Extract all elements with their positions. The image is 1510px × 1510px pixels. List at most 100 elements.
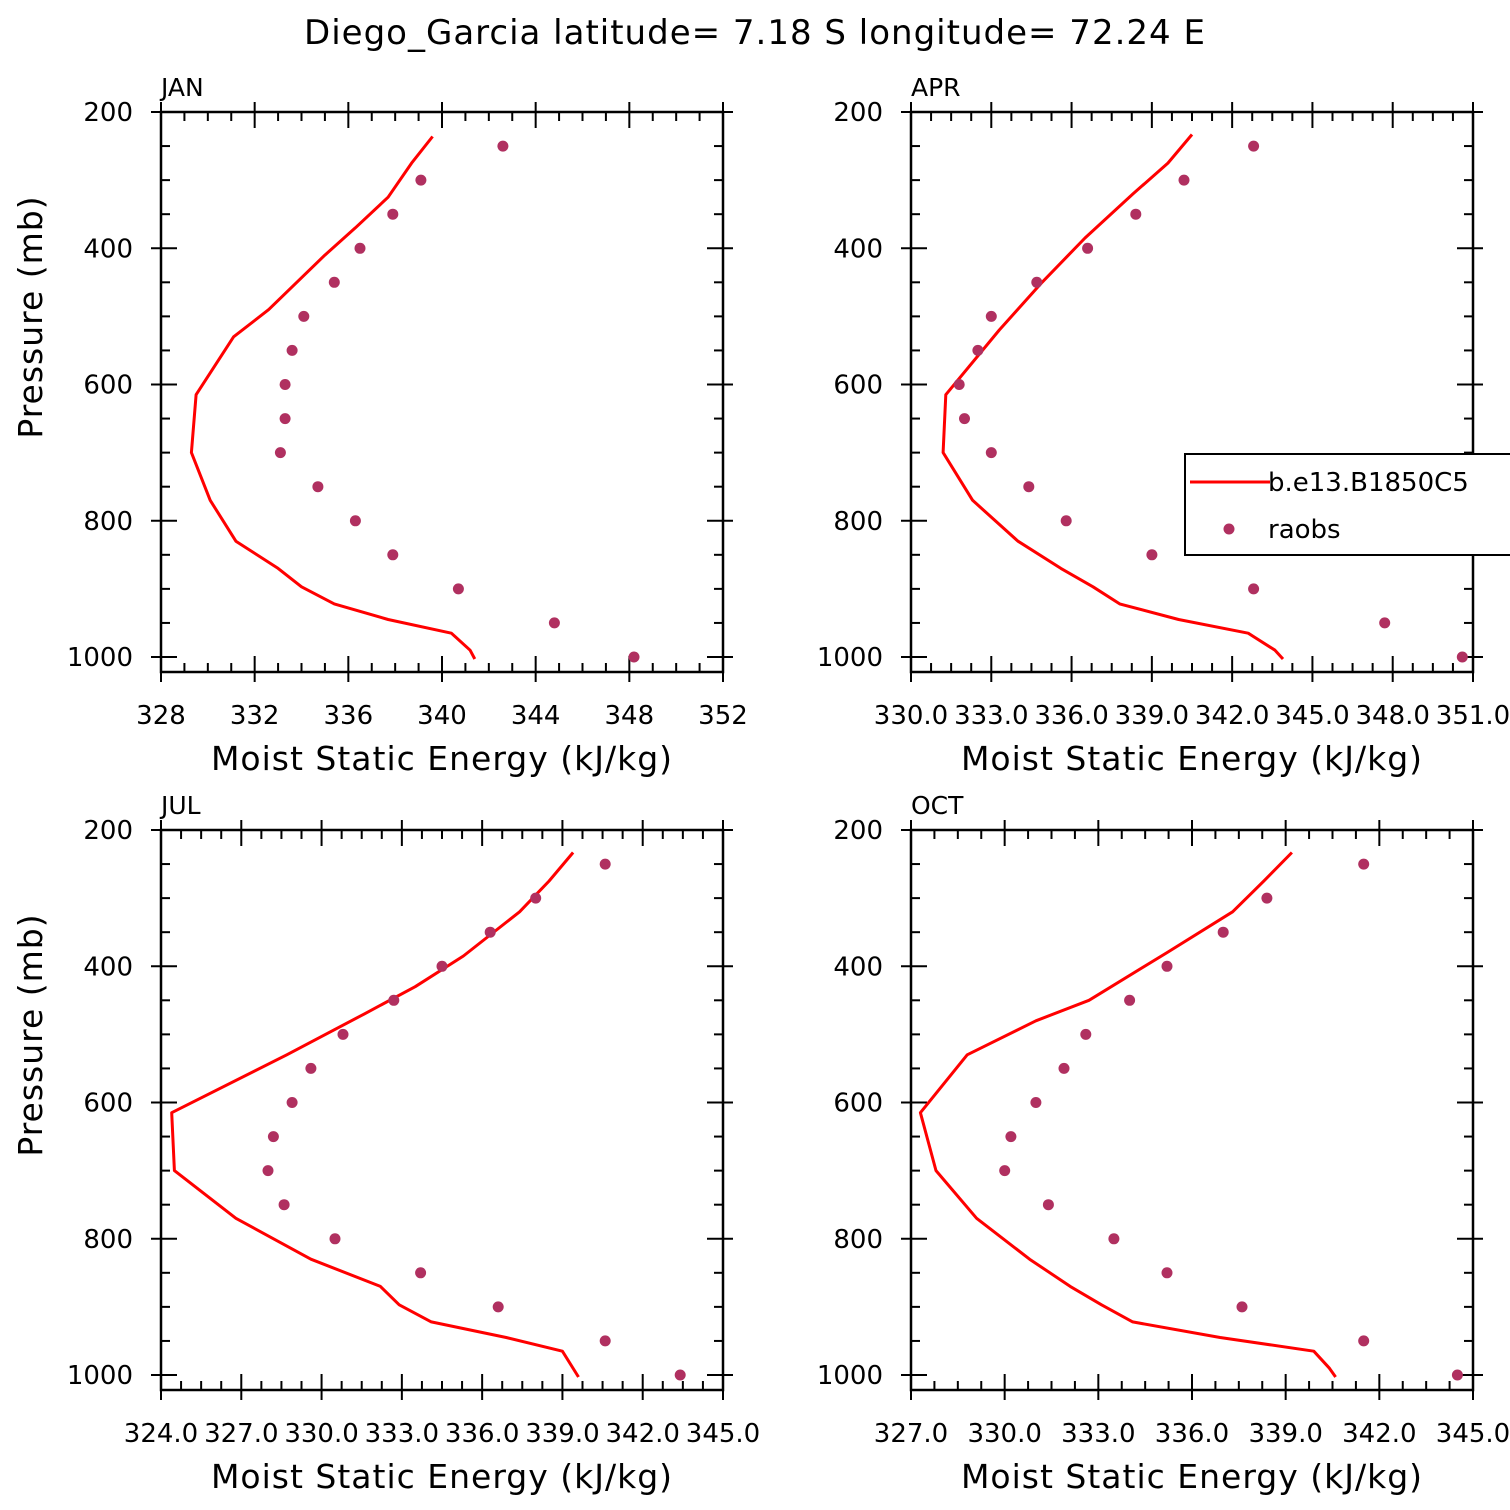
raobs-point [1161,1267,1173,1279]
y-tick-label: 1000 [817,643,883,673]
raobs-point [959,413,970,425]
x-axis-label: Moist Static Energy (kJ/kg) [211,1457,673,1496]
y-tick-label: 1000 [817,1361,883,1391]
x-tick-label: 345.0 [1436,1419,1510,1449]
y-axis-label: Pressure (mb) [11,913,50,1156]
raobs-point [674,1369,686,1381]
y-tick-label: 800 [83,507,133,537]
series-line-model [941,133,1285,661]
y-tick-label: 600 [833,371,883,401]
raobs-point [436,960,448,972]
raobs-point [305,1062,317,1074]
raobs-point [1379,617,1391,629]
raobs-point [1108,1233,1120,1245]
plot-frame [159,110,725,674]
x-tick-label: 339.0 [1248,1419,1322,1449]
x-tick-label: 330.0 [874,701,948,731]
raobs-point [1082,242,1094,254]
raobs-point [1005,1131,1017,1143]
raobs-point [1456,651,1468,663]
plot-frame [159,828,725,1392]
raobs-point [1358,858,1370,870]
x-tick-label: 324.0 [124,1419,198,1449]
raobs-point [329,1233,341,1245]
raobs-point [1248,583,1260,595]
raobs-point [415,174,427,186]
raobs-point [1161,960,1173,972]
panel-label: APR [911,73,961,102]
raobs-point [1023,481,1035,493]
x-tick-label: 342.0 [1342,1419,1416,1449]
y-tick-label: 200 [83,816,133,846]
y-tick-label: 1000 [67,643,133,673]
raobs-point [1358,1335,1370,1347]
series-line-model [189,135,477,660]
plot-frame [909,110,1475,674]
x-tick-label: 352 [698,701,748,731]
y-tick-label: 800 [83,1225,133,1255]
panel-oct: OCT 200 400 600 800 1000 327.0 330.0 333.0 336.0 3… [817,791,1510,1496]
raobs-point [452,583,464,595]
x-tick-label: 330.0 [284,1419,358,1449]
y-axis-label: Pressure (mb) [11,195,50,438]
legend: b.e13.B1850C5 raobs [1184,453,1510,556]
raobs-point [1451,1369,1463,1381]
x-tick-label: 339.0 [525,1419,599,1449]
raobs-point [262,1165,274,1177]
figure-title: Diego_Garcia latitude= 7.18 S longitude=… [304,13,1206,53]
plot-area [918,851,1463,1381]
plot-area [189,135,640,663]
raobs-point [1236,1301,1248,1313]
x-tick-label: 328 [136,701,186,731]
x-tick-label: 351.0 [1436,701,1510,731]
raobs-point [497,140,509,152]
plot-area [941,133,1468,663]
x-tick-label: 342.0 [605,1419,679,1449]
raobs-point [1031,276,1043,288]
raobs-point [286,344,298,356]
raobs-point [1080,1028,1092,1040]
raobs-point [286,1097,298,1108]
raobs-point [1030,1097,1042,1108]
raobs-point [354,242,366,254]
x-tick-label: 340 [417,701,467,731]
raobs-point [1178,174,1190,186]
y-tick-label: 800 [833,507,883,537]
x-tick-label: 336.0 [1155,1419,1229,1449]
raobs-point [1060,515,1072,527]
legend-label-raobs: raobs [1268,515,1341,545]
raobs-point [279,413,291,425]
x-tick-label: 344 [511,701,561,731]
x-tick-label: 333.0 [954,701,1028,731]
plot-frame [909,828,1475,1392]
raobs-point [387,549,399,561]
raobs-point [298,310,310,322]
raobs-point [274,447,286,459]
raobs-point [1124,994,1136,1006]
x-tick-label: 342.0 [1195,701,1269,731]
x-axis-label: Moist Static Energy (kJ/kg) [961,1457,1423,1496]
raobs-point [1248,140,1260,152]
y-tick-label: 600 [83,1089,133,1119]
y-tick-label: 200 [833,98,883,128]
raobs-point [337,1028,349,1040]
y-tick-label: 400 [83,234,133,264]
raobs-point [492,1301,504,1313]
x-tick-label: 348.0 [1355,701,1429,731]
panel-label: OCT [911,791,964,820]
raobs-point [1130,208,1142,220]
x-tick-label: 336.0 [1034,701,1108,731]
x-tick-label: 333.0 [1061,1419,1135,1449]
legend-box [1184,453,1510,556]
x-axis-label: Moist Static Energy (kJ/kg) [211,739,673,778]
series-line-model [918,851,1337,1378]
raobs-point [267,1131,279,1143]
raobs-point [328,276,340,288]
x-tick-label: 332 [230,701,280,731]
y-tick-label: 400 [83,952,133,982]
